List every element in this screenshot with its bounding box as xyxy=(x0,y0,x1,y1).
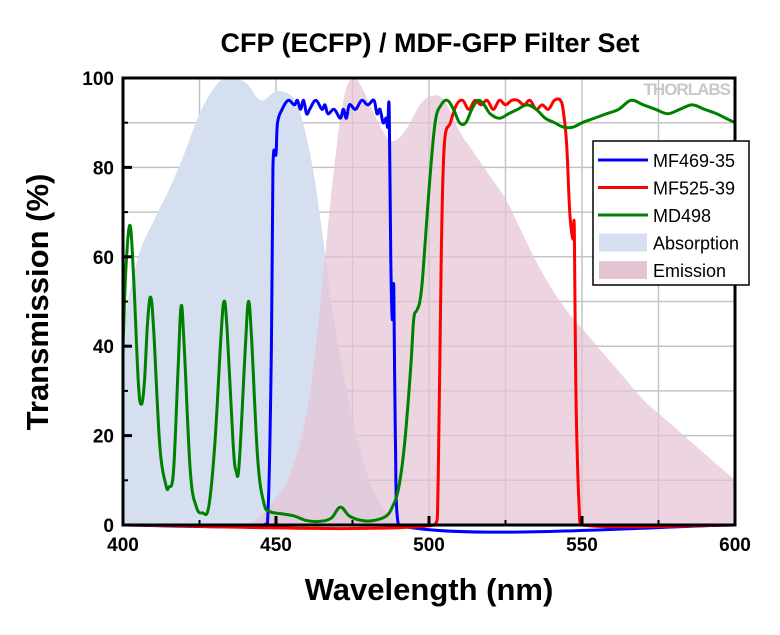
y-tick-label: 100 xyxy=(82,69,114,90)
y-tick-label: 20 xyxy=(93,427,114,448)
y-tick-label: 0 xyxy=(103,516,114,537)
y-tick-label: 80 xyxy=(93,158,114,179)
y-tick-label: 40 xyxy=(93,337,114,358)
x-tick-label: 600 xyxy=(719,535,751,556)
legend-swatch-absorption xyxy=(599,233,647,252)
axis-ticks: 400 450 500 550 600 0 20 40 60 80 100 xyxy=(82,69,751,556)
legend-swatch-emission xyxy=(599,261,647,279)
legend-label-absorption: Absorption xyxy=(653,234,739,254)
x-tick-label: 550 xyxy=(566,535,598,556)
x-axis-label: Wavelength (nm) xyxy=(305,572,554,607)
line-mf469-35 xyxy=(122,98,736,534)
legend-label-emission: Emission xyxy=(653,261,726,281)
line-md498 xyxy=(121,98,736,524)
watermark-logo: THORLABS xyxy=(644,80,731,99)
y-axis-label: Transmission (%) xyxy=(20,174,55,431)
legend-label-md498: MD498 xyxy=(653,206,711,226)
area-series xyxy=(123,77,735,525)
legend-label-mf469-35: MF469-35 xyxy=(653,151,735,171)
legend: MF469-35 MF525-39 MD498 Absorption Emission xyxy=(592,140,750,286)
x-tick-label: 400 xyxy=(107,535,139,556)
legend-label-mf525-39: MF525-39 xyxy=(653,179,735,199)
x-tick-label: 450 xyxy=(260,535,292,556)
y-tick-label: 60 xyxy=(93,248,114,269)
line-mf525-39 xyxy=(122,97,736,531)
area-emission xyxy=(245,77,735,525)
line-series xyxy=(121,97,736,534)
x-tick-label: 500 xyxy=(413,535,445,556)
chart-title: CFP (ECFP) / MDF-GFP Filter Set xyxy=(220,28,639,58)
